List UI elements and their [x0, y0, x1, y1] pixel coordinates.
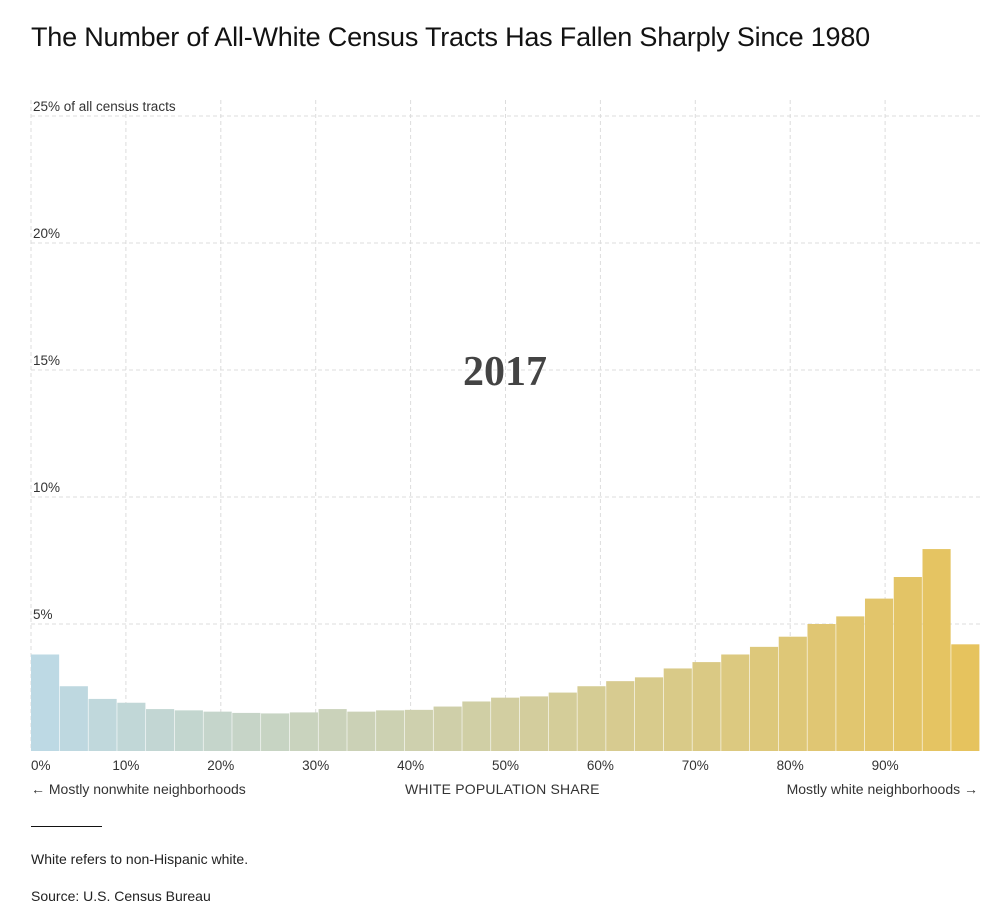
histogram-bar [404, 709, 433, 751]
histogram-bar [778, 636, 807, 751]
histogram-bar [951, 644, 980, 751]
histogram-bar [749, 646, 779, 751]
y-tick-label: 20% [33, 226, 60, 241]
histogram-chart: 5% 10% 15% 20% 25% of all census tracts 0% 10… [30, 99, 980, 773]
histogram-bar [347, 711, 376, 751]
chart-title: The Number of All-White Census Tracts Ha… [31, 22, 870, 52]
histogram-bar [864, 598, 894, 751]
x-axis-notes: ← Mostly nonwhite neighborhoods WHITE PO… [0, 781, 1000, 801]
source-note: Source: U.S. Census Bureau [31, 888, 211, 904]
histogram-bar [922, 549, 951, 751]
histogram-bar [807, 624, 836, 751]
histogram-bar [59, 686, 88, 751]
x-tick-label: 0% [31, 758, 51, 773]
histogram-bar [376, 710, 405, 751]
x-tick-label: 40% [397, 758, 424, 773]
white-direction-note: Mostly white neighborhoods → [786, 781, 978, 797]
x-tick-label: 50% [492, 758, 519, 773]
histogram-bar [893, 577, 922, 751]
histogram-bar [548, 692, 577, 751]
histogram-bar [31, 654, 60, 751]
x-tick-label: 30% [302, 758, 329, 773]
nonwhite-direction-note: ← Mostly nonwhite neighborhoods [31, 781, 246, 797]
histogram-bar [577, 686, 606, 751]
y-axis-ticks: 5% 10% 15% 20% 25% of all census tracts [33, 99, 176, 622]
histogram-bar [88, 698, 117, 751]
histogram-bar [146, 709, 175, 751]
histogram-bar [117, 702, 146, 751]
x-axis-label: WHITE POPULATION SHARE [405, 781, 600, 797]
x-tick-label: 60% [587, 758, 614, 773]
y-tick-label: 25% of all census tracts [33, 99, 176, 114]
year-label: 2017 [463, 349, 547, 395]
histogram-bar [606, 681, 635, 751]
histogram-bar [462, 701, 491, 751]
histogram-bar [289, 712, 318, 751]
histogram-bar [634, 677, 664, 751]
histogram-bar [692, 662, 721, 751]
histogram-bar [174, 710, 203, 751]
y-tick-label: 15% [33, 353, 60, 368]
histogram-bar [318, 709, 347, 751]
x-tick-label: 20% [207, 758, 234, 773]
x-axis-ticks: 0% 10% 20% 30% 40% 50% 60% 70% 80% 90% [31, 758, 899, 773]
histogram-bar [836, 616, 865, 751]
footnote: White refers to non-Hispanic white. [31, 851, 249, 867]
x-tick-label: 70% [682, 758, 709, 773]
y-tick-label: 10% [33, 480, 60, 495]
x-tick-label: 90% [872, 758, 899, 773]
bars [31, 549, 980, 751]
histogram-bar [232, 712, 261, 751]
histogram-bar [721, 654, 750, 751]
y-tick-label: 5% [33, 607, 53, 622]
footnote-divider [31, 826, 102, 827]
histogram-bar [433, 706, 462, 751]
histogram-bar [663, 668, 692, 751]
histogram-bar [261, 713, 290, 751]
histogram-bar [491, 697, 520, 751]
x-tick-label: 80% [777, 758, 804, 773]
histogram-bar [203, 711, 232, 751]
x-tick-label: 10% [112, 758, 139, 773]
histogram-bar [519, 696, 549, 751]
